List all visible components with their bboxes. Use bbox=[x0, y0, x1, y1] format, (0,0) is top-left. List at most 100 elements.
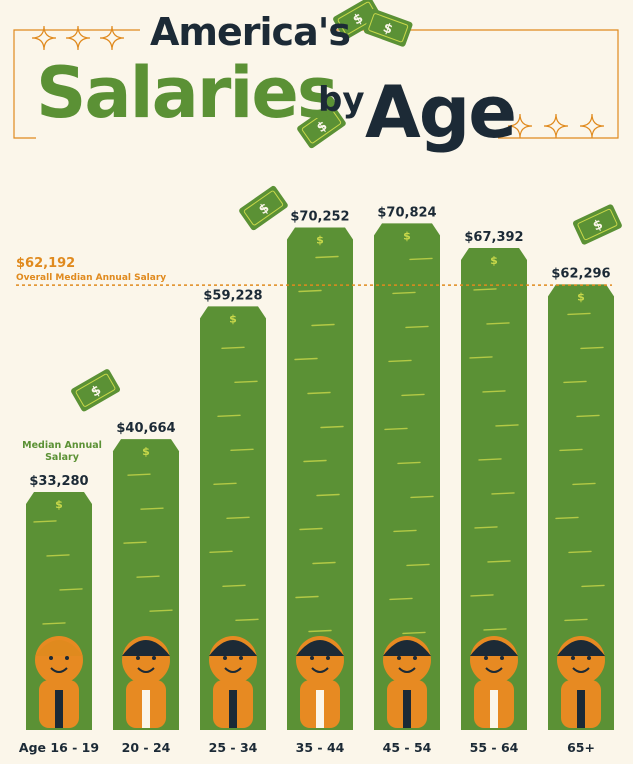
overall-median-value: $62,192 bbox=[16, 256, 76, 271]
money-bill-icon: $ bbox=[572, 204, 622, 245]
bar-texture bbox=[402, 631, 426, 635]
title-line-1: America's bbox=[150, 10, 351, 54]
bar-texture bbox=[397, 461, 421, 465]
bar-texture bbox=[473, 288, 497, 291]
bar-value-label: $70,824 bbox=[377, 205, 436, 220]
bar bbox=[287, 227, 353, 730]
character-illustration bbox=[35, 636, 83, 728]
bar-texture bbox=[298, 289, 322, 293]
bar-texture bbox=[311, 323, 335, 327]
bar-texture bbox=[568, 550, 592, 554]
sparkle-icon bbox=[543, 113, 569, 139]
bar-texture bbox=[136, 575, 160, 578]
bar-texture bbox=[580, 346, 604, 350]
bar-texture bbox=[470, 594, 494, 597]
bar-texture bbox=[209, 550, 233, 554]
bar-texture bbox=[299, 527, 323, 531]
bar-texture bbox=[487, 560, 511, 563]
bar-texture bbox=[127, 473, 151, 476]
dollar-icon: $ bbox=[490, 254, 498, 267]
bar-texture bbox=[315, 255, 339, 259]
sparkle-icon bbox=[65, 25, 91, 51]
bar-texture bbox=[581, 584, 605, 588]
bar-texture bbox=[312, 561, 336, 565]
bar-texture bbox=[221, 346, 245, 350]
character-illustration bbox=[470, 636, 518, 728]
bar-texture bbox=[316, 493, 340, 497]
bar-texture bbox=[384, 427, 408, 431]
dollar-icon: $ bbox=[55, 498, 63, 511]
bar-texture bbox=[308, 629, 332, 633]
bar bbox=[548, 284, 614, 730]
bar-texture bbox=[222, 584, 246, 588]
sparkle-icon bbox=[579, 113, 605, 139]
bar-texture bbox=[576, 414, 600, 418]
dollar-icon: $ bbox=[229, 312, 237, 325]
character-illustration bbox=[209, 636, 257, 728]
overall-median-label: Overall Median Annual Salary bbox=[16, 273, 167, 283]
category-label: 55 - 64 bbox=[470, 740, 519, 755]
bar-group: $ bbox=[287, 227, 353, 730]
bar-group: $ bbox=[200, 306, 266, 730]
sparkle-icon bbox=[507, 113, 533, 139]
category-label: Age 16 - 19 bbox=[19, 740, 99, 755]
bar-texture bbox=[294, 357, 318, 361]
character-illustration bbox=[557, 636, 605, 728]
category-label: 35 - 44 bbox=[296, 740, 345, 755]
bar-texture bbox=[478, 458, 502, 461]
character-illustration bbox=[383, 636, 431, 728]
bar-texture bbox=[564, 618, 588, 622]
bar-texture bbox=[140, 507, 164, 510]
category-label: 20 - 24 bbox=[122, 740, 171, 755]
bar-texture bbox=[307, 391, 331, 395]
bar-texture bbox=[495, 424, 519, 427]
money-bill-icon: $ bbox=[333, 0, 383, 40]
bar bbox=[461, 247, 527, 730]
bar-texture bbox=[567, 312, 591, 316]
bar-texture bbox=[33, 520, 57, 523]
bar-texture bbox=[563, 380, 587, 384]
bar-texture bbox=[409, 257, 433, 261]
character-illustration bbox=[122, 636, 170, 728]
bar-value-label: $59,228 bbox=[203, 288, 262, 303]
money-bill-icon: $ bbox=[363, 8, 413, 47]
bar bbox=[374, 223, 440, 730]
bar-texture bbox=[405, 325, 429, 329]
bar-texture bbox=[235, 618, 259, 622]
bar-texture bbox=[213, 482, 237, 486]
bar-texture bbox=[482, 390, 506, 393]
bar-group: $ bbox=[548, 284, 614, 730]
bar-value-label: $67,392 bbox=[464, 230, 523, 245]
bar-value-label: $70,252 bbox=[290, 210, 349, 225]
bar-value-label: $33,280 bbox=[29, 474, 88, 489]
title-line-4: Age bbox=[365, 70, 517, 154]
dollar-icon: $ bbox=[142, 445, 150, 458]
money-bill-icon: $ bbox=[297, 103, 346, 149]
dollar-icon: $ bbox=[316, 234, 324, 247]
bar-texture bbox=[388, 359, 412, 363]
bar-texture bbox=[149, 609, 173, 612]
character-illustration bbox=[296, 636, 344, 728]
bar-texture bbox=[491, 492, 515, 495]
money-bill-icon: $ bbox=[71, 369, 121, 412]
category-label: 45 - 54 bbox=[383, 740, 432, 755]
bar-texture bbox=[234, 380, 258, 384]
bar-texture bbox=[469, 356, 493, 359]
category-label: 65+ bbox=[567, 740, 595, 755]
bar-texture bbox=[555, 516, 579, 520]
bar-value-label: $62,296 bbox=[551, 266, 610, 281]
bar-texture bbox=[392, 291, 416, 295]
bar-texture bbox=[123, 541, 147, 544]
bar-texture bbox=[401, 393, 425, 397]
bar-texture bbox=[295, 595, 319, 599]
sparkle-icon bbox=[99, 25, 125, 51]
bar-texture bbox=[393, 529, 417, 533]
bar-texture bbox=[230, 448, 254, 452]
title-frame bbox=[13, 29, 619, 139]
bar-texture bbox=[303, 459, 327, 463]
bar-texture bbox=[572, 482, 596, 486]
bar-texture bbox=[46, 554, 70, 557]
bar-texture bbox=[559, 448, 583, 452]
